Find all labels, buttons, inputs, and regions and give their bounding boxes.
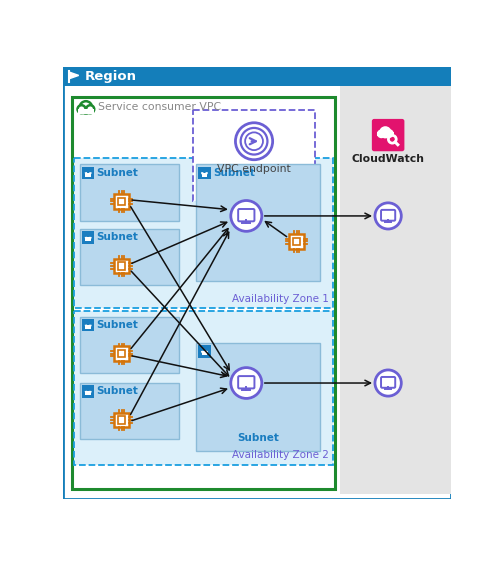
Circle shape <box>377 130 386 138</box>
Bar <box>85 325 91 329</box>
Bar <box>82 385 94 398</box>
Bar <box>377 132 394 136</box>
Text: Availability Zone 1: Availability Zone 1 <box>231 294 329 304</box>
Circle shape <box>379 126 391 139</box>
Text: Subnet: Subnet <box>97 168 139 178</box>
Bar <box>80 229 179 285</box>
Text: Subnet: Subnet <box>213 168 255 178</box>
Bar <box>82 319 94 332</box>
Bar <box>82 231 94 243</box>
Bar <box>80 164 179 220</box>
Bar <box>118 197 125 205</box>
Bar <box>196 343 320 451</box>
Circle shape <box>78 105 86 113</box>
Bar <box>293 238 301 245</box>
Text: Availability Zone 2: Availability Zone 2 <box>231 450 329 460</box>
Bar <box>72 96 336 489</box>
Bar <box>63 67 451 86</box>
Bar <box>114 347 129 361</box>
Bar <box>114 194 129 209</box>
Text: Subnet: Subnet <box>97 387 139 397</box>
Bar <box>118 263 125 270</box>
Circle shape <box>231 367 262 398</box>
FancyBboxPatch shape <box>372 119 404 151</box>
Text: Region: Region <box>84 70 136 83</box>
Bar <box>289 234 304 249</box>
Text: Subnet: Subnet <box>237 433 279 443</box>
Bar <box>193 109 315 200</box>
Text: CloudWatch: CloudWatch <box>352 154 425 164</box>
Text: VPC endpoint: VPC endpoint <box>217 164 291 174</box>
Text: Service consumer VPC: Service consumer VPC <box>98 102 221 112</box>
Circle shape <box>375 370 401 396</box>
Bar <box>82 167 94 179</box>
Bar <box>118 350 125 357</box>
Bar <box>85 392 91 395</box>
Circle shape <box>385 129 394 138</box>
Bar <box>340 86 451 494</box>
Bar <box>85 237 91 241</box>
Bar <box>80 317 179 373</box>
Circle shape <box>86 105 94 113</box>
Circle shape <box>231 200 262 231</box>
Bar <box>85 173 91 177</box>
Bar <box>118 416 125 424</box>
Bar <box>198 167 210 179</box>
Bar <box>114 413 129 427</box>
Bar <box>202 173 207 177</box>
Text: Subnet: Subnet <box>97 320 139 330</box>
Polygon shape <box>69 72 79 79</box>
Text: Subnet: Subnet <box>97 232 139 242</box>
Bar <box>202 351 207 355</box>
Bar <box>198 345 210 357</box>
Bar <box>114 259 129 273</box>
Circle shape <box>235 123 273 160</box>
Bar <box>78 109 94 113</box>
Bar <box>74 311 333 465</box>
Circle shape <box>80 101 92 113</box>
Bar <box>196 164 320 282</box>
Bar <box>80 383 179 439</box>
Bar <box>74 158 333 309</box>
Circle shape <box>375 203 401 229</box>
